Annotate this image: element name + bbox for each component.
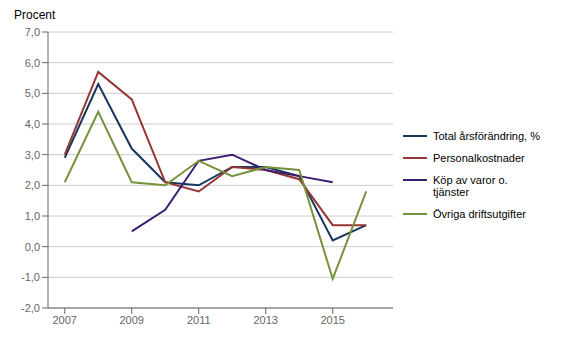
svg-text:6,0: 6,0 bbox=[25, 57, 40, 69]
svg-text:-2,0: -2,0 bbox=[21, 302, 40, 314]
html-text:Procent: Procent bbox=[14, 8, 56, 22]
html-text:tjänster: tjänster bbox=[433, 186, 470, 198]
svg-text:4,0: 4,0 bbox=[25, 118, 40, 130]
svg-text:2007: 2007 bbox=[53, 314, 77, 326]
html-text:Personalkostnader: Personalkostnader bbox=[433, 152, 525, 164]
svg-text:2011: 2011 bbox=[187, 314, 211, 326]
svg-text:2,0: 2,0 bbox=[25, 179, 40, 191]
svg-text:3,0: 3,0 bbox=[25, 149, 40, 161]
html-text:Övriga driftsutgifter: Övriga driftsutgifter bbox=[433, 208, 526, 220]
svg-text:2013: 2013 bbox=[253, 314, 277, 326]
svg-text:7,0: 7,0 bbox=[25, 26, 40, 38]
svg-text:2009: 2009 bbox=[119, 314, 143, 326]
html-text:Köp av varor o.: Köp av varor o. bbox=[433, 174, 508, 186]
svg-text:-1,0: -1,0 bbox=[21, 271, 40, 283]
svg-text:5,0: 5,0 bbox=[25, 87, 40, 99]
svg-text:2015: 2015 bbox=[320, 314, 344, 326]
svg-text:0,0: 0,0 bbox=[25, 241, 40, 253]
svg-text:1,0: 1,0 bbox=[25, 210, 40, 222]
html-text:Total årsförändring, %: Total årsförändring, % bbox=[433, 130, 540, 142]
